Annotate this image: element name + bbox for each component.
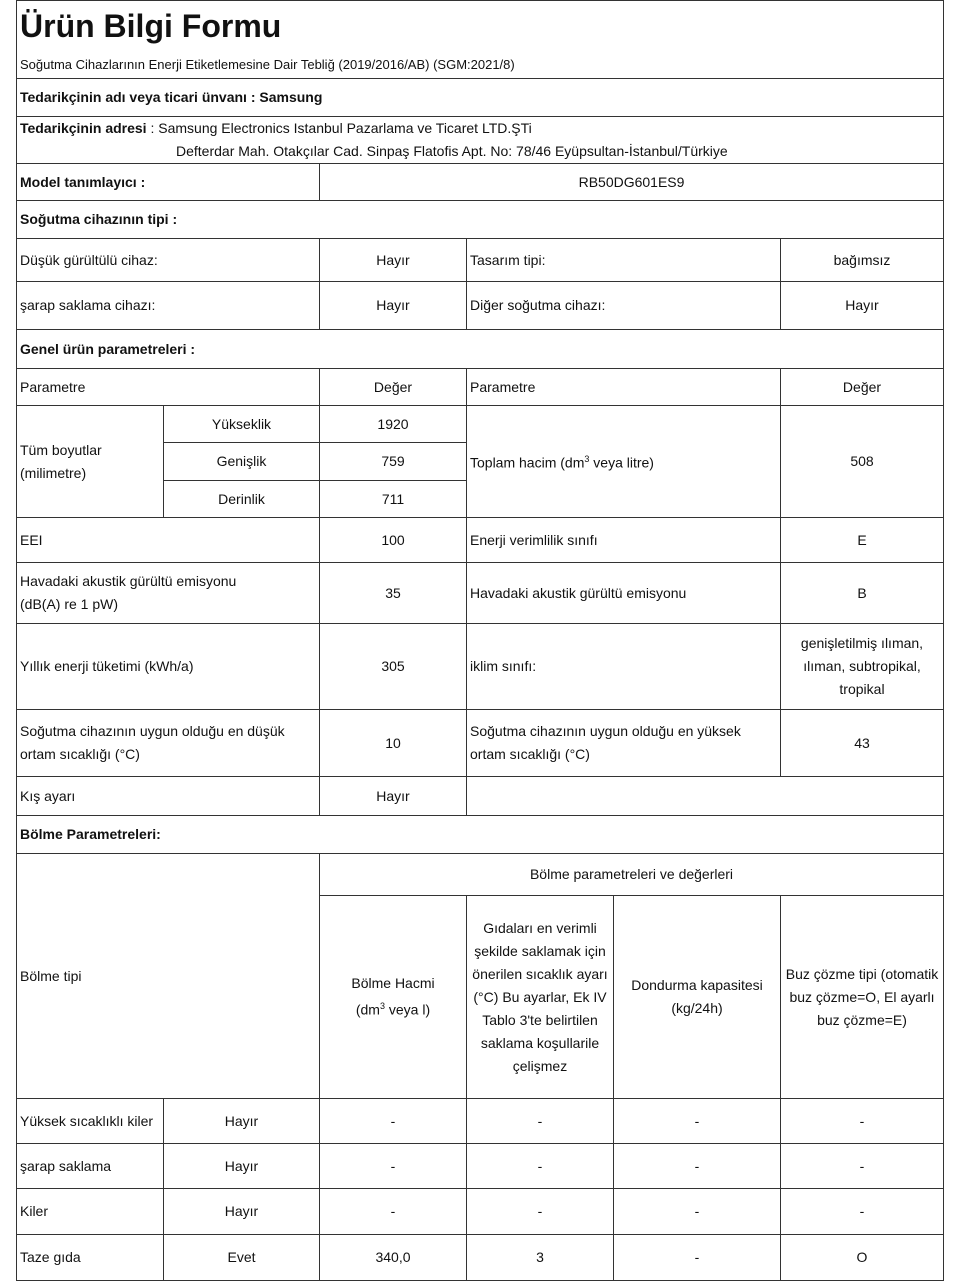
row-present: Hayır — [163, 1143, 320, 1189]
width-label: Genişlik — [163, 442, 320, 481]
row-volume: 340,0 — [319, 1234, 467, 1281]
depth-value: 711 — [319, 480, 467, 518]
page-title: Ürün Bilgi Formu — [16, 0, 944, 51]
row-volume: - — [319, 1188, 467, 1235]
row-temp: - — [466, 1143, 614, 1189]
width-value: 759 — [319, 442, 467, 481]
col-temp: Gıdaları en verimli şekilde saklamak içi… — [466, 895, 614, 1099]
compartment-type-label: Bölme tipi — [16, 853, 320, 1099]
address-line2: Defterdar Mah. Otakçılar Cad. Sinpaş Fla… — [176, 143, 728, 159]
row-name: Taze gıda — [16, 1234, 164, 1281]
product-info-table: Ürün Bilgi Formu Soğutma Cihazlarının En… — [16, 0, 944, 1281]
model-value: RB50DG601ES9 — [319, 163, 944, 201]
address-label: Tedarikçinin adresi — [20, 120, 147, 136]
design-value: bağımsız — [780, 238, 944, 282]
row-temp: - — [466, 1188, 614, 1235]
annual-value: 305 — [319, 623, 467, 710]
row-name: Kiler — [16, 1188, 164, 1235]
volume-value: 508 — [780, 405, 944, 518]
other-label: Diğer soğutma cihazı: — [466, 281, 781, 330]
row-freeze: - — [613, 1234, 781, 1281]
max-temp-label: Soğutma cihazının uygun olduğu en yüksek… — [466, 709, 781, 777]
climate-label: iklim sınıfı: — [466, 623, 781, 710]
row-present: Evet — [163, 1234, 320, 1281]
type-header: Soğutma cihazının tipi : — [16, 200, 944, 239]
row-defrost: - — [780, 1188, 944, 1235]
design-label: Tasarım tipi: — [466, 238, 781, 282]
row-name: Yüksek sıcaklıklı kiler — [16, 1098, 164, 1144]
wine-value: Hayır — [319, 281, 467, 330]
noise-label: Havadaki akustik gürültü emisyonu (dB(A) … — [16, 562, 320, 624]
row-defrost: - — [780, 1098, 944, 1144]
class-label: Enerji verimlilik sınıfı — [466, 517, 781, 563]
row-present: Hayır — [163, 1188, 320, 1235]
model-label: Model tanımlayıcı : — [16, 163, 320, 201]
empty-cell — [466, 776, 944, 816]
noise-class-label: Havadaki akustik gürültü emisyonu — [466, 562, 781, 624]
eei-label: EEI — [16, 517, 320, 563]
height-label: Yükseklik — [163, 405, 320, 443]
param-header-2: Parametre — [466, 368, 781, 406]
col-volume: Bölme Hacmi (dm3 veya l) — [319, 895, 467, 1099]
compartment-header: Bölme Parametreleri: — [16, 815, 944, 854]
wine-label: şarap saklama cihazı: — [16, 281, 320, 330]
row-defrost: O — [780, 1234, 944, 1281]
supplier-name: Tedarikçinin adı veya ticari ünvanı : Sa… — [16, 78, 944, 117]
subtitle: Soğutma Cihazlarının Enerji Etiketlemesi… — [16, 50, 944, 79]
winter-value: Hayır — [319, 776, 467, 816]
row-freeze: - — [613, 1098, 781, 1144]
dims-label: Tüm boyutlar (milimetre) — [16, 405, 164, 518]
general-header: Genel ürün parametreleri : — [16, 329, 944, 369]
row-volume: - — [319, 1143, 467, 1189]
low-noise-label: Düşük gürültülü cihaz: — [16, 238, 320, 282]
row-freeze: - — [613, 1143, 781, 1189]
value-header: Değer — [319, 368, 467, 406]
height-value: 1920 — [319, 405, 467, 443]
depth-label: Derinlik — [163, 480, 320, 518]
annual-label: Yıllık enerji tüketimi (kWh/a) — [16, 623, 320, 710]
row-present: Hayır — [163, 1098, 320, 1144]
volume-label: Toplam hacim (dm3 veya litre) — [466, 405, 781, 518]
table-row: Yüksek sıcaklıklı kiler Hayır - - - - — [16, 1098, 944, 1144]
value-header-2: Değer — [780, 368, 944, 406]
row-temp: - — [466, 1098, 614, 1144]
row-name: şarap saklama — [16, 1143, 164, 1189]
address-line1: : Samsung Electronics Istanbul Pazarlama… — [146, 120, 532, 136]
class-value: E — [780, 517, 944, 563]
low-noise-value: Hayır — [319, 238, 467, 282]
table-row: Kiler Hayır - - - - — [16, 1188, 944, 1235]
min-temp-value: 10 — [319, 709, 467, 777]
row-defrost: - — [780, 1143, 944, 1189]
noise-class-value: B — [780, 562, 944, 624]
row-freeze: - — [613, 1188, 781, 1235]
other-value: Hayır — [780, 281, 944, 330]
col-defrost: Buz çözme tipi (otomatik buz çözme=O, El… — [780, 895, 944, 1099]
compartment-group-header: Bölme parametreleri ve değerleri — [319, 853, 944, 896]
row-temp: 3 — [466, 1234, 614, 1281]
supplier-address: Tedarikçinin adresi : Samsung Electronic… — [16, 116, 944, 164]
winter-label: Kış ayarı — [16, 776, 320, 816]
noise-value: 35 — [319, 562, 467, 624]
climate-value: genişletilmiş ılıman, ılıman, subtropika… — [780, 623, 944, 710]
min-temp-label: Soğutma cihazının uygun olduğu en düşük … — [16, 709, 320, 777]
param-header: Parametre — [16, 368, 320, 406]
col-freeze: Dondurma kapasitesi (kg/24h) — [613, 895, 781, 1099]
table-row: Taze gıda Evet 340,0 3- O — [16, 1234, 944, 1281]
row-volume: - — [319, 1098, 467, 1144]
max-temp-value: 43 — [780, 709, 944, 777]
eei-value: 100 — [319, 517, 467, 563]
table-row: şarap saklama Hayır - - - - — [16, 1143, 944, 1189]
